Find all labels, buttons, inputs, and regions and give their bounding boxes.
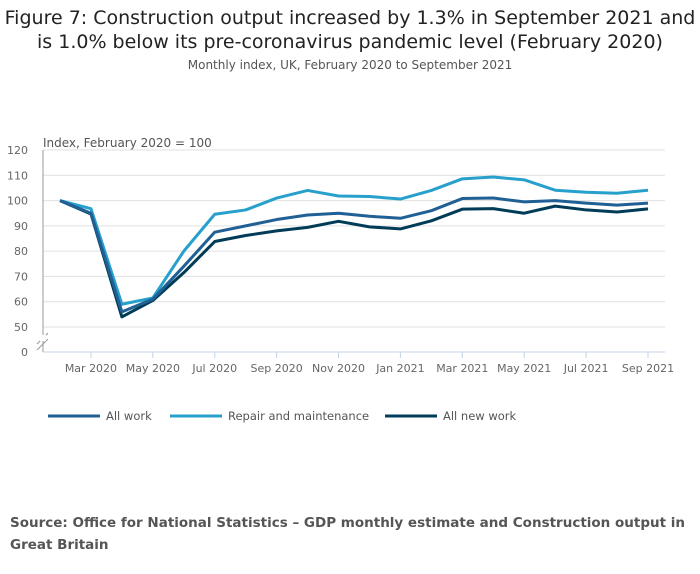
y-tick-label: 80: [14, 245, 28, 258]
source-note: Source: Office for National Statistics –…: [10, 515, 685, 553]
x-tick-label: May 2020: [126, 362, 180, 375]
x-tick-label: Sep 2021: [622, 362, 674, 375]
y-tick-label: 110: [7, 169, 28, 182]
chart-subtitle: Monthly index, UK, February 2020 to Sept…: [187, 58, 513, 72]
x-tick-label: Jul 2021: [563, 362, 609, 375]
x-tick-label: Jan 2021: [375, 362, 424, 375]
y-tick-label: 70: [14, 270, 28, 283]
series-line-all-work: [59, 196, 649, 314]
series-line-repair-and-maintenance: [59, 175, 649, 306]
axis-break-gap: [40, 335, 46, 341]
y-tick-label: 60: [14, 296, 28, 309]
x-tick-label: May 2021: [497, 362, 551, 375]
x-tick-label: Mar 2021: [436, 362, 488, 375]
y-tick-label: 50: [14, 321, 28, 334]
y-tick-label: 0: [21, 346, 28, 359]
y-tick-label: 120: [7, 144, 28, 157]
y-tick-label: 100: [7, 195, 28, 208]
line-chart: Index, February 2020 = 100 0 50 60 70 80 90 10…: [7, 136, 674, 423]
x-tick-label: Jul 2020: [191, 362, 237, 375]
y-axis-label: Index, February 2020 = 100: [43, 136, 212, 150]
x-tick-label: Mar 2020: [65, 362, 117, 375]
x-tick-label: Sep 2020: [251, 362, 303, 375]
y-tick-label: 90: [14, 220, 28, 233]
x-tick-label: Nov 2020: [312, 362, 365, 375]
legend-label: All work: [106, 409, 152, 423]
legend-label: Repair and maintenance: [228, 409, 369, 423]
legend-label: All new work: [443, 409, 517, 423]
chart-title: Figure 7: Construction output increased …: [4, 7, 696, 53]
